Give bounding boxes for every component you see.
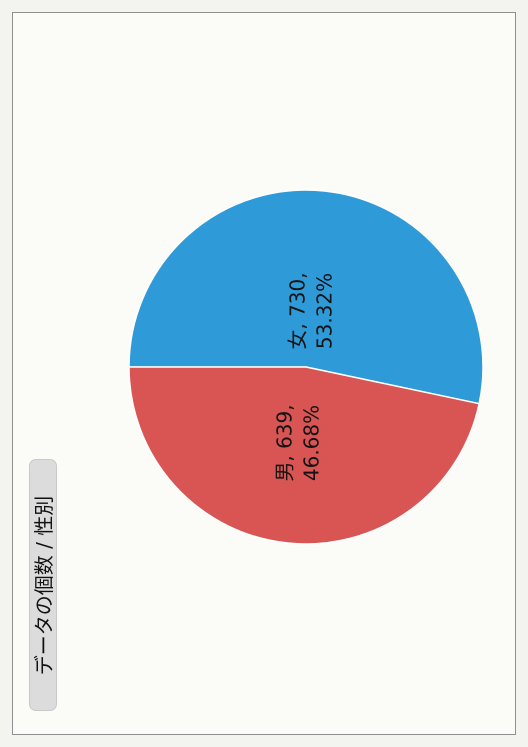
pie-slices — [128, 189, 484, 545]
slice-label-male-line1: 男, 639, — [271, 404, 298, 481]
chart-title-container: データの個数 / 性別 — [30, 460, 57, 710]
slice-label-female-percent: 53.32% — [312, 273, 337, 350]
slice-label-male-sep2: , — [272, 403, 297, 411]
chart-title-badge — [30, 460, 56, 710]
pie-slice-male — [128, 366, 481, 545]
slice-label-female: 女, 730, 53.32% — [285, 273, 339, 350]
slice-label-male-value: 639 — [272, 410, 297, 449]
slice-label-female-sep2: , — [285, 272, 310, 280]
slice-label-male-sep1: , — [272, 448, 297, 462]
pie-slice-female — [128, 189, 484, 405]
slice-label-female-sep1: , — [285, 317, 310, 330]
slice-label-female-value: 730 — [285, 279, 310, 318]
slice-label-female-line1: 女, 730, — [285, 273, 312, 350]
slice-label-male-name: 男 — [272, 461, 297, 482]
slice-label-male: 男, 639, 46.68% — [271, 404, 325, 481]
slice-label-male-percent: 46.68% — [299, 404, 324, 481]
chart-title: データの個数 / 性別 — [32, 495, 57, 675]
slice-label-female-name: 女 — [285, 329, 310, 350]
